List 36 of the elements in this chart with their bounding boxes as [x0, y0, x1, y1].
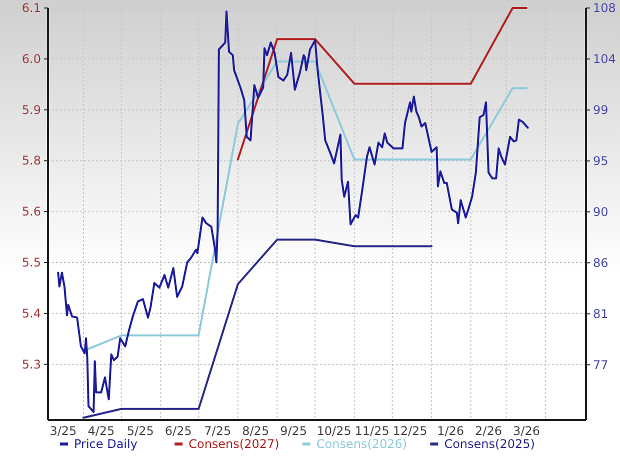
x-tick-label: 9/25	[280, 424, 308, 438]
y-tick-label: 5.6	[22, 204, 41, 219]
y2-tick-label: 104	[593, 52, 616, 66]
y2-tick-label: 108	[593, 1, 616, 15]
y-tick-label: 6.1	[22, 1, 41, 15]
y-tick-label: 5.5	[22, 256, 41, 270]
line-series	[82, 238, 433, 419]
x-tick-label: 7/25	[204, 424, 232, 438]
y2-tick-label: 77	[593, 358, 608, 372]
line-series	[57, 10, 529, 413]
legend-label: Consens(2027)	[188, 437, 280, 451]
y-tick-label: 5.8	[22, 154, 41, 168]
y-tick-label: 6.0	[22, 52, 41, 66]
y-tick-label: 5.4	[22, 306, 41, 320]
y-tick-label: 5.9	[22, 102, 41, 117]
y2-tick-label: 90	[593, 204, 608, 219]
legend-label: Consens(2026)	[316, 437, 408, 451]
line-series	[236, 7, 528, 160]
y-tick-label: 5.3	[22, 357, 41, 372]
x-tick-label: 3/25	[50, 424, 77, 438]
x-tick-label: 10/25	[316, 424, 352, 438]
x-tick-label: 11/25	[354, 424, 390, 438]
x-tick-label: 6/25	[164, 424, 192, 438]
x-tick-label: 3/26	[513, 424, 540, 438]
legend-label: Consens(2025)	[444, 437, 535, 451]
legend-label: Price Daily	[74, 437, 138, 451]
x-tick-label: 5/25	[126, 424, 154, 438]
x-tick-label: 12/25	[392, 424, 428, 438]
x-tick-label: 8/25	[242, 424, 270, 438]
x-tick-label: 4/25	[88, 424, 115, 438]
y2-tick-label: 99	[593, 102, 608, 117]
y2-tick-label: 95	[593, 154, 608, 168]
y2-tick-label: 81	[593, 306, 608, 321]
x-tick-label: 2/26	[475, 424, 502, 438]
y2-tick-label: 86	[593, 256, 608, 270]
x-tick-label: 1/26	[437, 424, 464, 438]
